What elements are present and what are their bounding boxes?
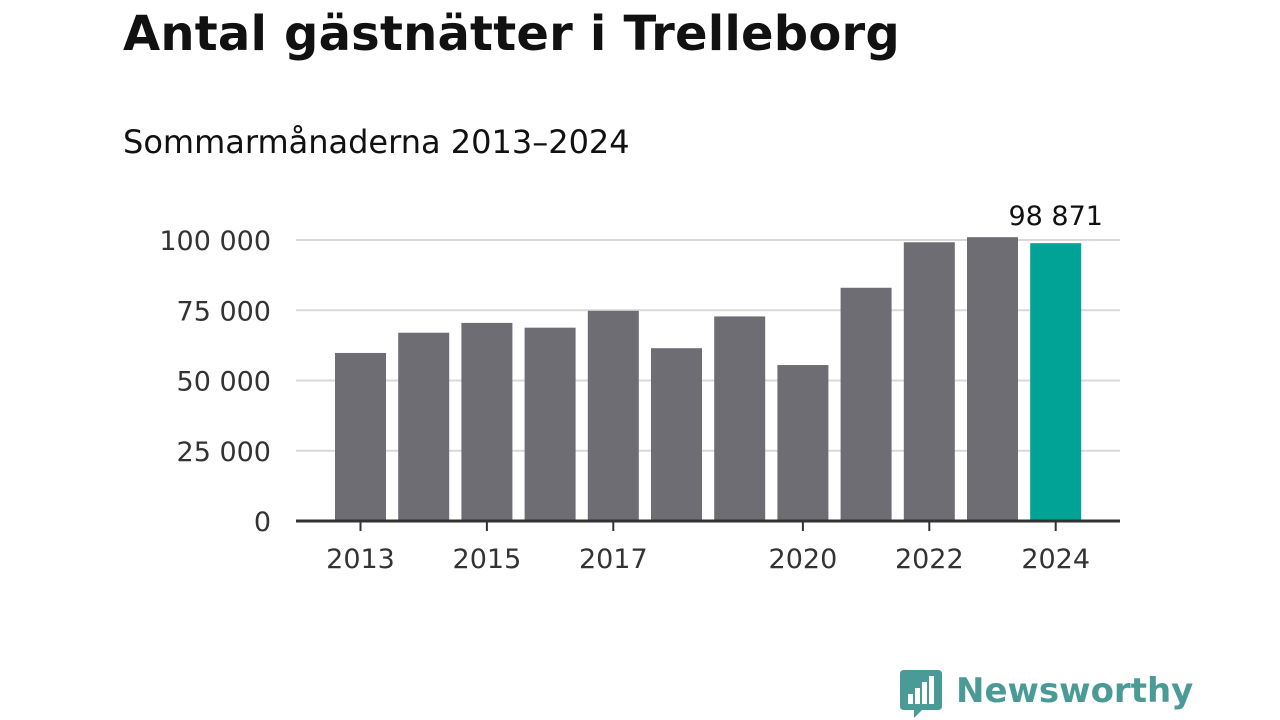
bar-2017 <box>587 310 639 521</box>
bar-2016 <box>524 327 576 521</box>
logo-text: Newsworthy <box>956 671 1194 711</box>
bar-2023 <box>967 237 1018 521</box>
newsworthy-chart-bubble-icon <box>900 670 942 718</box>
bar-2020 <box>777 365 829 521</box>
bar-2019 <box>714 316 766 521</box>
x-tick-label: 2024 <box>1021 544 1090 575</box>
bars <box>335 237 1082 522</box>
chart-title: Antal gästnätter i Trelleborg <box>123 6 900 62</box>
bar-2013 <box>335 352 386 521</box>
bar-2014 <box>398 332 450 521</box>
y-tick-label: 50 000 <box>177 367 271 398</box>
x-tick-label: 2020 <box>769 544 838 575</box>
x-tick-label: 2013 <box>326 544 395 575</box>
x-tick-label: 2015 <box>453 544 522 575</box>
logo-bar-4 <box>929 676 934 704</box>
logo-bar-2 <box>915 688 920 704</box>
data-label: 98 871 <box>1008 201 1102 232</box>
y-tick-label: 75 000 <box>177 296 271 327</box>
newsworthy-logo: Newsworthy <box>900 670 1193 720</box>
logo-bar-1 <box>908 694 913 704</box>
logo-bar-3 <box>922 682 927 704</box>
bar-2024 <box>1030 243 1082 521</box>
labels: 0 25 000 50 000 75 000 100 000 2013 2015 2017 20… <box>159 201 1103 575</box>
axes <box>296 519 1120 531</box>
bar-2015 <box>461 322 513 521</box>
y-tick-label: 100 000 <box>159 226 271 257</box>
x-tick-label: 2022 <box>895 544 964 575</box>
x-tick-label: 2017 <box>579 544 648 575</box>
logo-bubble-shape <box>900 670 942 718</box>
chart-subtitle: Sommarmånaderna 2013–2024 <box>123 123 630 161</box>
y-tick-label: 25 000 <box>177 437 271 468</box>
bar-2018 <box>651 348 702 521</box>
y-tick-label: 0 <box>254 507 271 538</box>
bar-2021 <box>840 287 892 521</box>
bar-2022 <box>903 242 955 522</box>
